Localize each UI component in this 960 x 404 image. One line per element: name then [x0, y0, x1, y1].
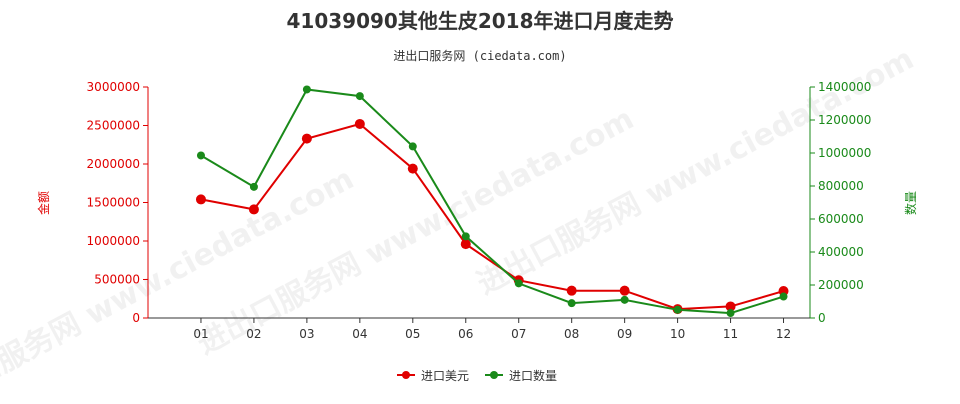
y-axis-right-label: 数量	[903, 191, 918, 215]
y-axis-left-label: 金额	[36, 191, 51, 215]
x-tick-label: 06	[458, 327, 473, 341]
data-point-amount	[725, 301, 736, 312]
data-point-quantity	[408, 142, 417, 151]
axes-layer: 0500000100000015000002000000250000030000…	[87, 80, 872, 341]
legend-item-amount[interactable]: 进口美元	[397, 369, 469, 383]
data-point-amount	[195, 194, 206, 205]
x-tick-label: 12	[776, 327, 791, 341]
y-right-tick-label: 1400000	[818, 80, 871, 94]
y-left-tick-label: 2000000	[87, 157, 140, 171]
x-tick-label: 07	[511, 327, 526, 341]
y-right-tick-label: 0	[818, 311, 826, 325]
y-left-tick-label: 0	[132, 311, 140, 325]
data-point-amount	[566, 285, 577, 296]
legend-item-quantity[interactable]: 进口数量	[485, 368, 557, 383]
x-tick-label: 04	[352, 327, 367, 341]
y-left-tick-label: 500000	[94, 273, 140, 287]
y-left-tick-label: 1000000	[87, 234, 140, 248]
data-point-quantity	[514, 279, 523, 288]
series-line-amount	[200, 122, 784, 311]
legend: 进口美元 进口数量	[397, 368, 557, 383]
x-tick-label: 11	[723, 327, 738, 341]
y-right-tick-label: 400000	[818, 245, 864, 259]
x-tick-label: 09	[617, 327, 632, 341]
data-point-quantity	[779, 292, 788, 301]
chart-subtitle: 进出口服务网 (ciedata.com)	[393, 48, 566, 63]
chart-title: 41039090其他生皮2018年进口月度走势	[287, 9, 674, 33]
data-point-quantity	[249, 182, 258, 191]
x-tick-label: 10	[670, 327, 685, 341]
data-point-quantity	[302, 85, 311, 94]
y-left-tick-label: 1500000	[87, 196, 140, 210]
data-point-quantity	[726, 309, 735, 318]
data-point-quantity	[196, 151, 205, 160]
y-right-tick-label: 800000	[818, 179, 864, 193]
data-point-amount	[248, 204, 259, 215]
data-point-quantity	[620, 295, 629, 304]
data-point-amount	[301, 133, 312, 144]
series-line-quantity	[200, 88, 784, 315]
data-point-amount	[407, 163, 418, 174]
data-point-amount	[354, 118, 365, 129]
x-tick-label: 01	[193, 327, 208, 341]
data-point-quantity	[567, 299, 576, 308]
data-point-amount	[460, 239, 471, 250]
data-point-quantity	[461, 232, 470, 241]
y-left-tick-label: 3000000	[87, 80, 140, 94]
legend-swatch-quantity-marker	[490, 371, 498, 379]
y-right-tick-label: 1200000	[818, 113, 871, 127]
data-point-quantity	[355, 92, 364, 101]
y-left-tick-label: 2500000	[87, 119, 140, 133]
legend-label-quantity: 进口数量	[509, 368, 557, 383]
series-layer	[195, 85, 789, 318]
x-tick-label: 05	[405, 327, 420, 341]
legend-label-amount: 进口美元	[421, 369, 469, 383]
data-point-amount	[619, 285, 630, 296]
x-tick-label: 02	[246, 327, 261, 341]
y-right-tick-label: 1000000	[818, 146, 871, 160]
x-tick-label: 03	[299, 327, 314, 341]
data-point-quantity	[673, 305, 682, 314]
x-tick-label: 08	[564, 327, 579, 341]
legend-swatch-amount-marker	[402, 371, 410, 379]
y-right-tick-label: 600000	[818, 212, 864, 226]
y-right-tick-label: 200000	[818, 278, 864, 292]
